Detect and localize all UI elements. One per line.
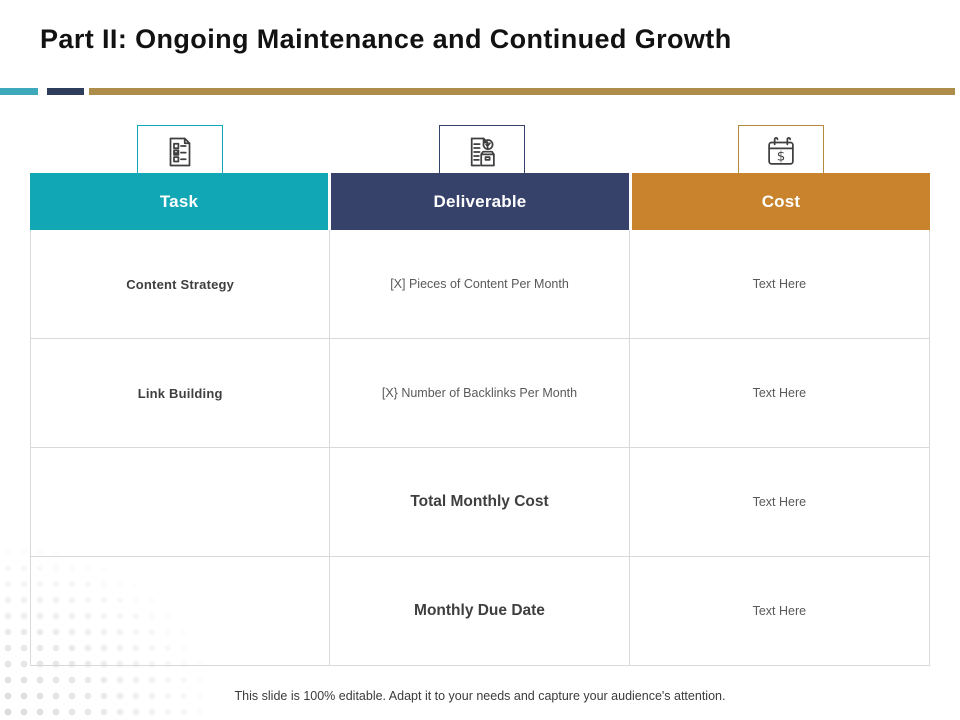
cost-cell: Text Here <box>752 386 807 400</box>
task-cell <box>31 557 331 665</box>
deliverable-cell: [X] Pieces of Content Per Month <box>330 230 630 338</box>
svg-text:$: $ <box>777 150 786 165</box>
deliverable-package-document-icon <box>463 126 501 176</box>
calendar-dollar-icon: $ <box>762 126 800 176</box>
table-header-cell: Cost <box>632 173 930 230</box>
deliverable-cell: Monthly Due Date <box>330 557 630 665</box>
title-rule-teal-segment <box>0 88 38 95</box>
deliverable-cell: [X} Number of Backlinks Per Month <box>330 339 630 447</box>
deliverable-cell: Total Monthly Cost <box>330 448 630 556</box>
checklist-document-icon <box>161 126 199 176</box>
page-title: Part II: Ongoing Maintenance and Continu… <box>40 24 732 54</box>
table-header-cell: Task <box>30 173 328 230</box>
cost-cell: Text Here <box>752 277 807 291</box>
table-header-row: Task Deliverable Cost <box>30 173 930 230</box>
table-row: Total Monthly Cost Text Here <box>31 448 929 557</box>
table-row: Monthly Due Date Text Here <box>31 557 929 665</box>
task-cell <box>31 448 331 556</box>
cost-cell: Text Here <box>752 495 807 509</box>
task-cell: Content Strategy <box>31 230 331 338</box>
maintenance-cost-table: Task Deliverable Cost Content Strategy [X]… <box>30 173 930 666</box>
cost-cell: Text Here <box>752 604 807 618</box>
table-header-cell: Deliverable <box>331 173 629 230</box>
editable-note: This slide is 100% editable. Adapt it to… <box>234 689 726 703</box>
cost-icon-box: $ <box>738 125 824 179</box>
task-icon-box <box>137 125 223 179</box>
table-row: Content Strategy [X] Pieces of Content P… <box>31 230 929 339</box>
task-cell: Link Building <box>31 339 331 447</box>
table-row: Link Building [X} Number of Backlinks Pe… <box>31 339 929 448</box>
deliverable-icon-box <box>439 125 525 179</box>
table-body: Content Strategy [X] Pieces of Content P… <box>30 230 930 666</box>
title-rule-gold-segment <box>89 88 955 95</box>
title-rule-navy-segment <box>47 88 84 95</box>
